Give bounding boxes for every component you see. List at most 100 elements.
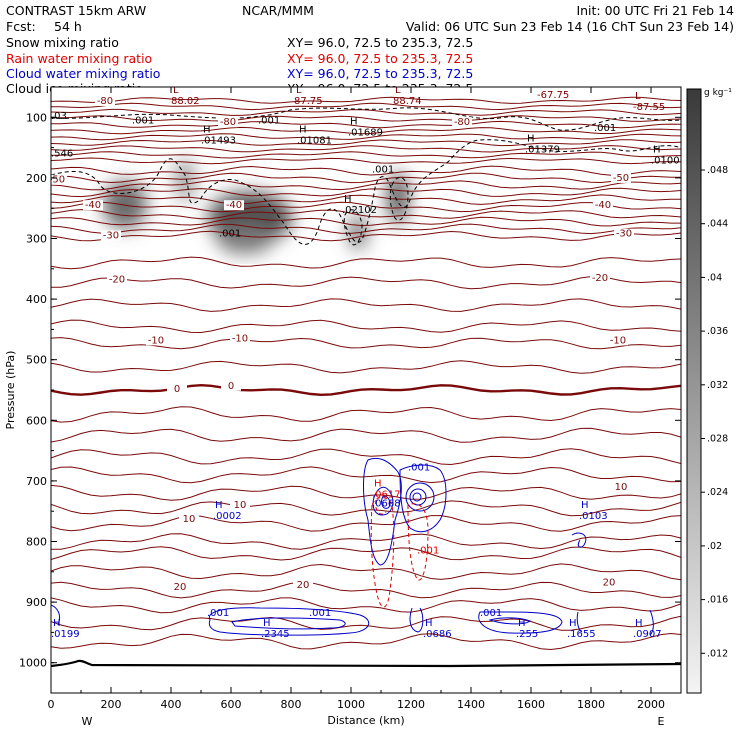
temperature-labels: -80 -80 -80 -50 -50 -40 -40 -40 -30 -30 -20 -20 -10 -… [51,95,634,593]
colorbar-unit: g kg⁻¹ [704,88,732,98]
isotherm-line [51,484,681,501]
isotherm-label: -50 [613,173,629,184]
isotherm-label-bg [224,200,244,211]
isotherm-line [51,581,681,599]
colorbar-tick-label: .04 [707,272,722,283]
extremum-mark: H [203,124,211,135]
y-tick-label: 300 [26,233,47,246]
isotherm-label-bg [230,333,250,344]
isotherm-line [51,256,681,270]
y-tick-label: 500 [26,354,47,367]
isotherm-label-bg [167,383,187,394]
extremum-value: .01493 [201,135,236,146]
surface-line [51,659,681,668]
isotherm-line [51,298,681,312]
isotherm-label-bg [51,174,67,185]
extremum-value: .001 [207,608,229,619]
isotherm-label: 20 [297,580,310,591]
extremum-value: .001 [219,229,241,240]
x-axis-label: Distance (km) [327,714,404,727]
y-tick-label: 100 [26,111,47,124]
x-tick-label: 0 [48,698,55,711]
extremum-mark: H [344,194,352,205]
extremum-mark: L [173,85,179,96]
extremum-value: .0100 [651,155,680,166]
extremum-value: -87.55 [633,102,665,113]
isotherm-line [51,133,681,141]
isotherm-line [51,515,681,532]
isotherm-label: 20 [603,578,616,589]
isotherm-line [51,108,681,116]
cloud-ice-contour [51,139,681,245]
isotherm-line [51,383,681,397]
isotherm-label: 0 [174,384,180,395]
isotherm-line [51,276,681,290]
extremum-mark: H [53,618,61,629]
isotherm-label-bg [95,95,115,106]
extremum-value: .0617 [372,489,401,500]
colorbar-gradient [686,88,702,694]
extremum-value: .001 [258,115,280,126]
org-label: NCAR/MMM [242,3,314,18]
extremum-mark: H [653,144,661,155]
isotherm-label-bg [218,117,238,128]
fcst-value: 54 h [54,19,82,34]
isotherm-label-bg [146,335,166,346]
isotherm-line [51,406,681,423]
cloud-ice-top-contour [51,107,681,131]
temperature-contours [51,96,681,651]
extremum-value: .001 [417,546,439,557]
isotherm-line [51,615,681,631]
colorbar-tick-label: .024 [707,487,728,498]
isotherm-label-bg [611,481,631,492]
isotherm-line [51,151,681,159]
extremum-mark: H [569,618,577,629]
extremum-mark: L [539,79,545,90]
isotherm-line [51,201,681,213]
extremum-value: .1655 [567,629,596,640]
isotherm-label: -80 [97,96,113,107]
isotherm-line [51,223,681,235]
extremum-value: .001 [594,123,616,134]
isotherm-label-bg [608,335,628,346]
colorbar-tick-label: .02 [707,541,722,552]
isotherm-label-bg [293,580,313,591]
extremum-value: .255 [516,629,538,640]
extremum-value: .0907 [633,629,662,640]
isotherm-label: 10 [183,514,196,525]
extremum-value: .001 [408,463,430,474]
isotherm-label: 10 [615,482,628,493]
extremum-value: .01081 [297,135,332,146]
extremum-mark: H [350,116,358,127]
isotherm-label-bg [83,200,103,211]
isotherm-label: 20 [174,582,187,593]
extremum-mark: L [296,85,302,96]
extremum-value: .2345 [261,629,290,640]
x-tick-label: 200 [101,698,122,711]
isotherm-line [51,209,681,220]
isotherm-line [51,360,681,374]
model-title: CONTRAST 15km ARW [6,3,146,18]
rain-water-contours [370,497,429,608]
isotherm-line [51,139,681,147]
isotherm-line [51,533,681,550]
x-tick-label: 800 [281,698,302,711]
isotherm-line [51,115,681,122]
extremum-value: .001 [132,115,154,126]
extremum-mark: H [374,478,382,489]
isotherm-label: 10 [234,500,247,511]
field-cloud-water-xy: XY= 96.0, 72.5 to 235.3, 72.5 [287,66,473,81]
cloud-ice-inner-contour [343,209,363,246]
extremum-mark: L [635,91,641,102]
isotherm-line [51,165,681,176]
extremum-mark: H [581,500,589,511]
isotherm-line [51,157,681,165]
colorbar-tick-label: .044 [707,219,728,230]
isotherm-line [51,102,681,111]
isotherm-label-bg [170,581,190,592]
isotherm-line [51,546,681,561]
y-tick-label: 900 [26,596,47,609]
isotherm-label-bg [611,172,631,183]
isotherm-line [51,319,681,334]
